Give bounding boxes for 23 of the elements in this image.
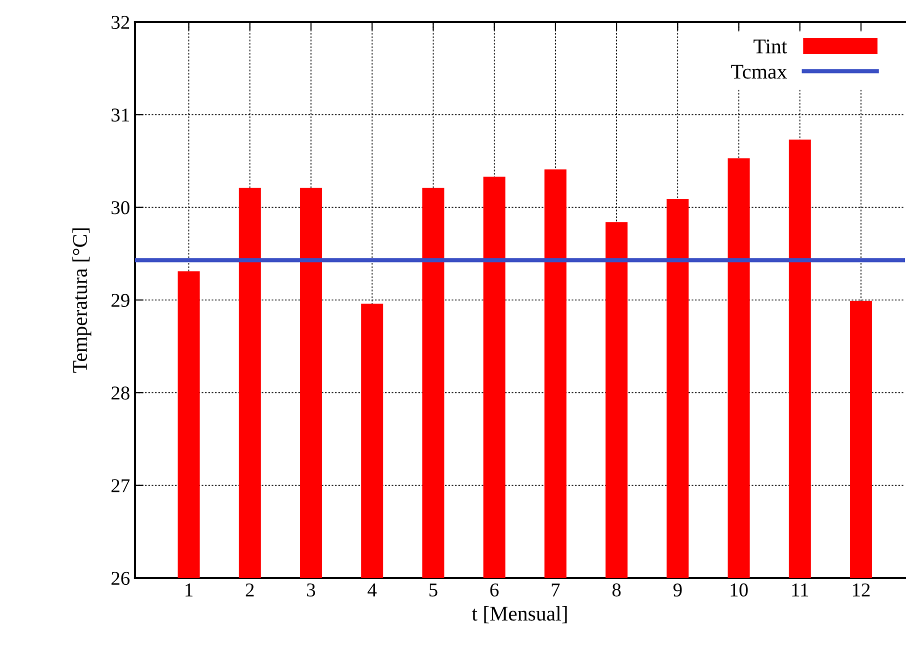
y-tick-label: 29: [112, 294, 130, 307]
y-tick-label: 32: [112, 16, 130, 29]
x-tick-label: 12: [852, 583, 870, 596]
x-tick-label: 10: [730, 583, 748, 597]
x-tick-label: 1: [186, 584, 192, 596]
y-tick-label: 26: [112, 572, 130, 585]
x-tick-label: 2: [246, 583, 254, 596]
x-tick-label: 6: [490, 583, 499, 597]
x-tick-label: 3: [307, 583, 316, 597]
x-axis-title: t [Mensual]: [472, 606, 567, 624]
y-tick-label: 30: [112, 201, 130, 214]
y-tick-label: 28: [112, 386, 130, 400]
legend-label: Tcmax: [731, 64, 787, 79]
y-tick-label: 31: [112, 108, 129, 122]
y-tick-label: 27: [112, 479, 130, 492]
x-tick-label: 9: [673, 583, 682, 597]
x-tick-label: 8: [612, 583, 621, 597]
y-axis-title: Temperatura [°C]: [72, 228, 92, 373]
legend-label: Tint: [754, 39, 788, 54]
x-tick-label: 5: [429, 584, 438, 597]
x-tick-label: 4: [368, 584, 377, 596]
x-tick-label: 7: [552, 584, 560, 596]
x-tick-label: 11: [792, 584, 808, 596]
